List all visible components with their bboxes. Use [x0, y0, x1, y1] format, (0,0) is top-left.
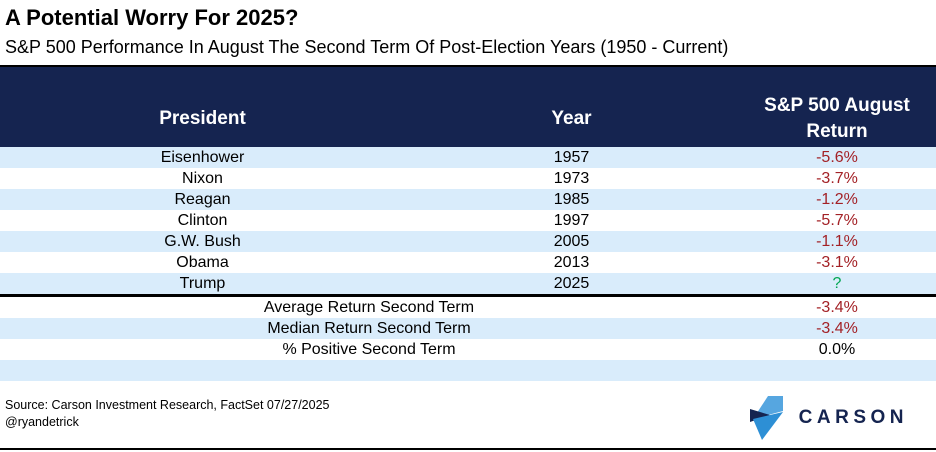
summary-section: Average Return Second Term -3.4% Median … [0, 297, 936, 381]
summary-value: 0.0% [818, 341, 856, 358]
summary-value: -3.4% [816, 299, 858, 316]
source-block: Source: Carson Investment Research, Fact… [5, 397, 329, 431]
source-line: Source: Carson Investment Research, Fact… [5, 398, 330, 412]
table-row: Reagan 1985 -1.2% [0, 189, 936, 210]
year-cell: 1973 [553, 170, 590, 187]
page-subtitle: S&P 500 Performance In August The Second… [5, 37, 729, 57]
table-row: Clinton 1997 -5.7% [0, 210, 936, 231]
table-row: G.W. Bush 2005 -1.1% [0, 231, 936, 252]
summary-label: % Positive Second Term [282, 341, 456, 358]
president-cell: Reagan [174, 191, 231, 208]
return-cell: -3.7% [816, 170, 858, 187]
year-cell: 1997 [553, 212, 590, 229]
return-cell-unknown: ? [832, 275, 842, 292]
summary-row: Median Return Second Term -3.4% [0, 318, 936, 339]
return-cell: -5.7% [816, 212, 858, 229]
table-row: Eisenhower 1957 -5.6% [0, 147, 936, 168]
year-cell: 2013 [553, 254, 590, 271]
president-cell: Trump [179, 275, 226, 292]
summary-label: Median Return Second Term [267, 320, 471, 337]
president-cell: G.W. Bush [164, 233, 241, 250]
president-cell: Obama [176, 254, 229, 271]
bottom-divider [0, 448, 936, 450]
year-cell: 1985 [553, 191, 590, 208]
table-body: Eisenhower 1957 -5.6% Nixon 1973 -3.7% R… [0, 147, 936, 294]
table-row: Obama 2013 -3.1% [0, 252, 936, 273]
table-row: Trump 2025 ? [0, 273, 936, 294]
table-header: President Year S&P 500 August Return [0, 67, 936, 147]
top-divider [0, 65, 936, 67]
summary-row: Average Return Second Term -3.4% [0, 297, 936, 318]
page-title: A Potential Worry For 2025? [5, 5, 299, 30]
header-return: S&P 500 August Return [764, 95, 910, 142]
year-cell: 1957 [553, 149, 590, 166]
summary-divider [0, 294, 936, 297]
return-cell: -5.6% [816, 149, 858, 166]
summary-label: Average Return Second Term [263, 299, 475, 316]
carson-logo-wordmark: CARSON [798, 407, 908, 428]
president-cell: Nixon [182, 170, 223, 187]
return-cell: -1.2% [816, 191, 858, 208]
return-cell: -3.1% [816, 254, 858, 271]
header-year: Year [551, 108, 592, 129]
president-cell: Eisenhower [160, 149, 245, 166]
carson-logo: CARSON [749, 396, 908, 440]
year-cell: 2005 [553, 233, 590, 250]
summary-value: -3.4% [816, 320, 858, 337]
author-handle: @ryandetrick [5, 415, 79, 429]
empty-row [0, 360, 936, 381]
carson-logo-icon [749, 396, 783, 440]
header-president: President [159, 108, 246, 129]
table-row: Nixon 1973 -3.7% [0, 168, 936, 189]
president-cell: Clinton [177, 212, 228, 229]
year-cell: 2025 [553, 275, 590, 292]
return-cell: -1.1% [816, 233, 858, 250]
summary-row: % Positive Second Term 0.0% [0, 339, 936, 360]
